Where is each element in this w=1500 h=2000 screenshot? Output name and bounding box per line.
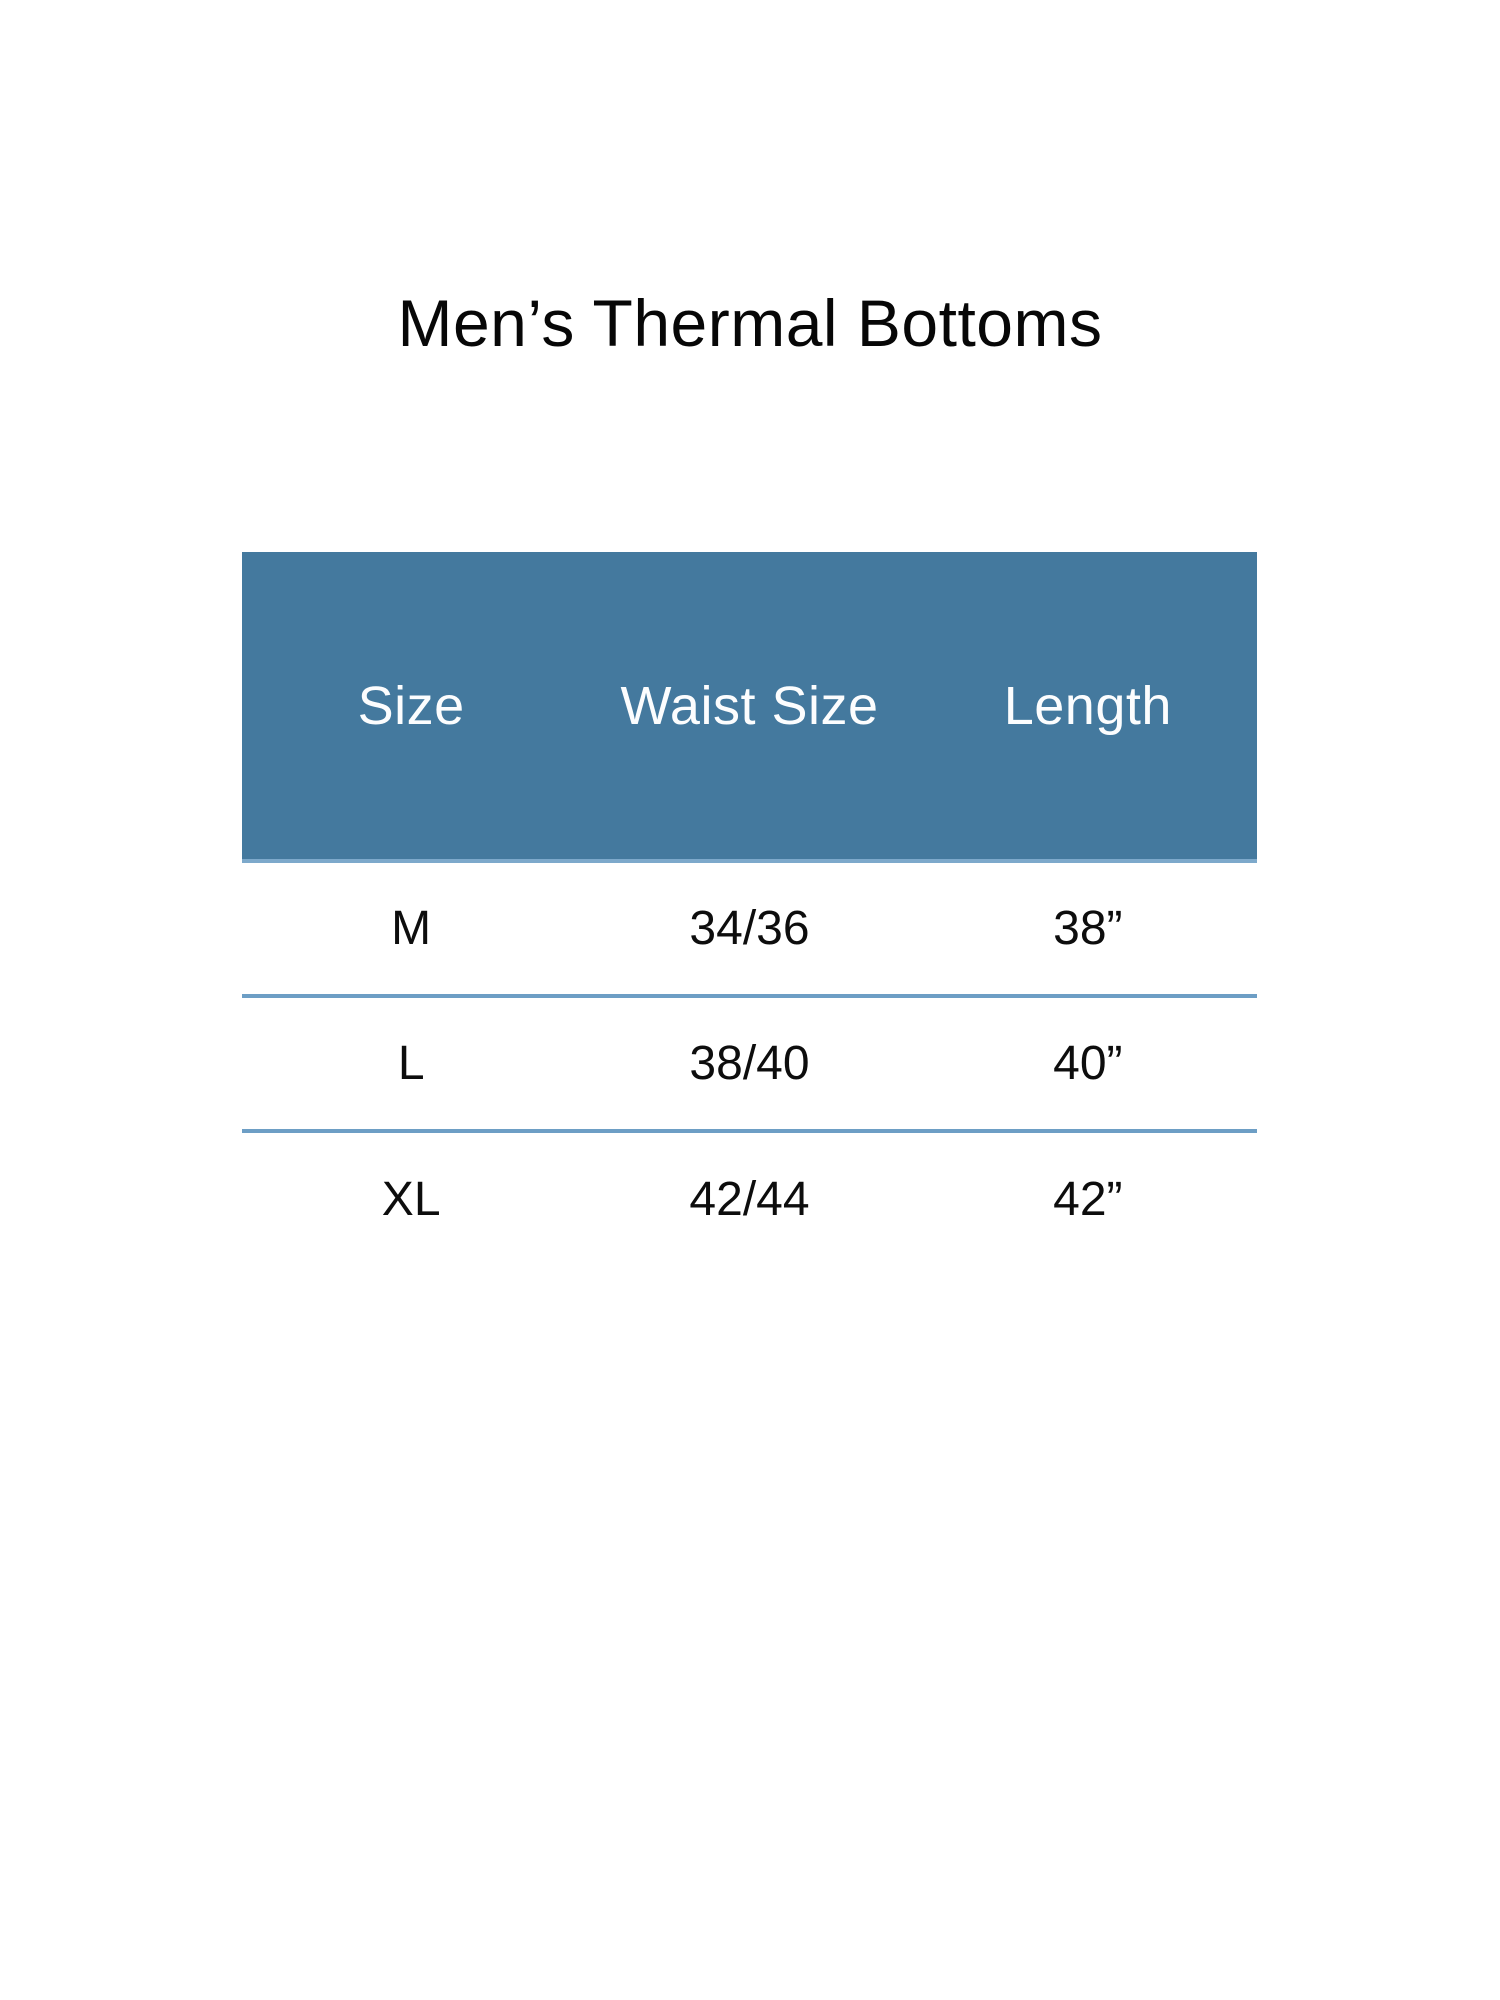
header-cell-waist-size: Waist Size <box>620 675 879 736</box>
table-row-xl: XL 42/44 42” <box>242 1133 1257 1265</box>
header-cell-size: Size <box>357 675 465 736</box>
cell-length-xl: 42” <box>1053 1172 1123 1226</box>
page-title: Men’s Thermal Bottoms <box>397 286 1103 360</box>
cell-waist-xl: 42/44 <box>689 1172 810 1226</box>
table-row-l: L 38/40 40” <box>242 998 1257 1133</box>
cell-size-xl: XL <box>381 1172 441 1226</box>
table-row-m: M 34/36 38” <box>242 863 1257 998</box>
cell-size-m: M <box>391 902 432 955</box>
cell-waist-m: 34/36 <box>689 902 810 955</box>
header-cell-length: Length <box>1003 675 1172 736</box>
cell-waist-l: 38/40 <box>689 1037 810 1090</box>
cell-length-l: 40” <box>1053 1037 1123 1090</box>
cell-length-m: 38” <box>1053 902 1123 955</box>
cell-size-l: L <box>397 1037 425 1090</box>
table-header-row: Size Waist Size Length <box>242 552 1257 863</box>
size-chart-table: Size Waist Size Length M 34/36 38” L 38/… <box>242 552 1257 1265</box>
